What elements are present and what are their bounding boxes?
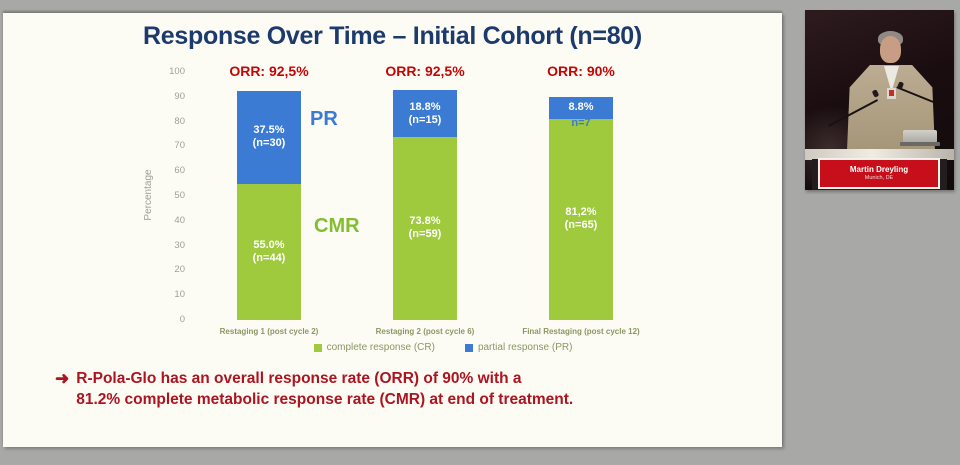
- y-axis-tick: 0: [179, 314, 185, 325]
- presentation-slide: Response Over Time – Initial Cohort (n=8…: [3, 13, 782, 447]
- y-axis-tick: 20: [174, 264, 185, 276]
- cmr-segment-label: (n=59): [408, 228, 442, 241]
- legend-label: complete response (CR): [326, 342, 435, 353]
- response-over-time-chart: Percentage PR CMR complete response (CR)…: [3, 13, 782, 447]
- orr-label: ORR: 92,5%: [229, 63, 309, 79]
- slide-title: Response Over Time – Initial Cohort (n=8…: [143, 22, 642, 50]
- takeaway-text: R-Pola-Glo has an overall response rate …: [76, 368, 573, 410]
- bar-segment-cmr: 81,2% (n=65): [549, 118, 613, 320]
- y-axis-tick: 50: [174, 190, 185, 201]
- bar-segment-cmr: 73.8% (n=59): [393, 136, 457, 320]
- cmr-segment-label: 73.8%: [409, 215, 441, 228]
- orr-label: ORR: 92,5%: [385, 63, 465, 79]
- speaker-name: Martin Dreyling: [849, 165, 909, 174]
- pr-segment-label: (n=15): [408, 113, 442, 126]
- pr-segment-label: 18.8%: [409, 100, 441, 113]
- y-axis-tick: 60: [174, 165, 185, 177]
- y-axis-tick: 90: [174, 90, 185, 102]
- cmr-segment-label: (n=65): [564, 219, 598, 232]
- takeaway-line1: R-Pola-Glo has an overall response rate …: [76, 370, 522, 387]
- y-axis-tick: 40: [174, 214, 185, 226]
- orr-label: ORR: 90%: [547, 63, 615, 79]
- bar-segment-pr: 37.5% (n=30): [237, 90, 301, 184]
- speaker-video[interactable]: Martin Dreyling Munich, DE: [805, 10, 954, 190]
- pr-count-overflow-label: n=7: [571, 116, 591, 129]
- pr-annotation: PR: [310, 108, 338, 130]
- legend-label: partial response (PR): [477, 342, 573, 353]
- takeaway-line2: 81.2% complete metabolic response rate (…: [76, 391, 574, 408]
- legend-swatch-icon: [464, 343, 473, 352]
- podium-top: [805, 149, 954, 160]
- y-axis-tick: 70: [174, 140, 185, 152]
- legend-swatch-icon: [313, 343, 322, 352]
- podium-laptop-base: [900, 142, 940, 146]
- pr-segment-label: 8.8%: [568, 101, 594, 114]
- podium-laptop: [903, 130, 937, 143]
- x-axis-category-label: Final Restaging (post cycle 12): [522, 327, 640, 336]
- legend-item: complete response (CR): [313, 342, 435, 353]
- cmr-segment-label: 81,2%: [565, 206, 597, 219]
- takeaway-statement: ➜ R-Pola-Glo has an overall response rat…: [55, 368, 573, 410]
- pr-segment-label: 37.5%: [253, 124, 285, 137]
- x-axis-category-label: Restaging 2 (post cycle 6): [375, 327, 475, 336]
- bar-segment-pr: 18.8% (n=15): [393, 90, 457, 137]
- pr-segment-label: (n=30): [252, 137, 286, 150]
- legend-item: partial response (PR): [464, 342, 573, 353]
- y-axis-tick: 80: [174, 115, 185, 127]
- y-axis-tick: 100: [169, 66, 185, 77]
- x-axis-category-label: Restaging 1 (post cycle 2): [219, 327, 319, 336]
- bar-segment-cmr: 55.0% (n=44): [237, 183, 301, 320]
- speaker-head: [880, 36, 901, 63]
- cmr-segment-label: (n=44): [252, 251, 286, 264]
- cmr-segment-label: 55.0%: [253, 238, 285, 251]
- speaker-name-banner: Martin Dreyling Munich, DE: [818, 158, 940, 189]
- speaker-location: Munich, DE: [864, 175, 894, 181]
- chart-legend: complete response (CR) partial response (…: [203, 342, 683, 353]
- y-axis-tick: 30: [174, 239, 185, 251]
- arrow-bullet-icon: ➜: [55, 369, 70, 388]
- cmr-annotation: CMR: [314, 215, 360, 237]
- bar-segment-pr: 8.8%: [549, 96, 613, 119]
- speaker-badge-logo: [889, 90, 894, 96]
- y-axis-tick: 10: [174, 289, 185, 301]
